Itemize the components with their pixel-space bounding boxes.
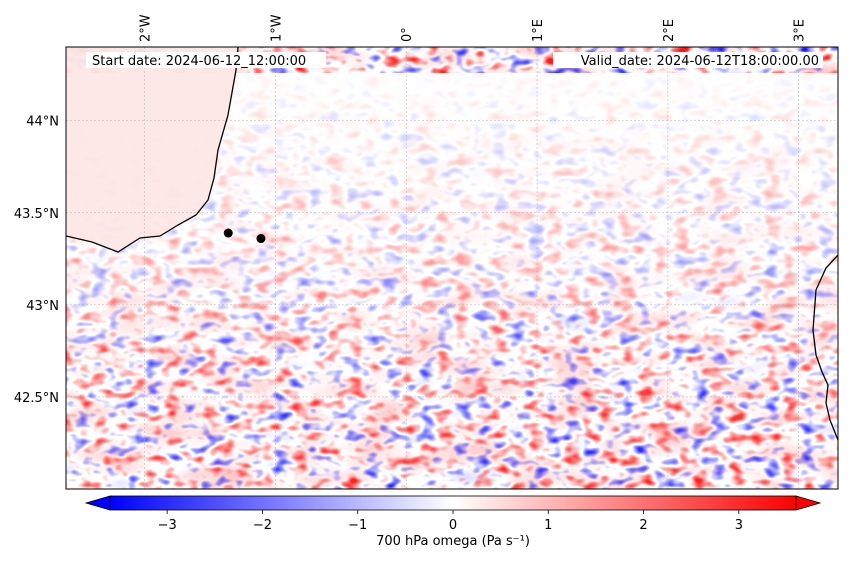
longitude-labels: 2°W 1°W 0° 1°E 2°E 3°E: [139, 14, 808, 42]
lat-tick-label: 44°N: [26, 115, 59, 130]
lon-tick-label: 1°E: [531, 19, 546, 42]
latitude-labels: 44°N 43.5°N 43°N 42.5°N: [14, 115, 59, 406]
lat-tick-label: 43°N: [26, 299, 59, 314]
colorbar-tick-label: −3: [158, 518, 177, 533]
lon-tick-label: 1°W: [269, 14, 284, 42]
colorbar-label: 700 hPa omega (Pa s⁻¹): [376, 534, 530, 549]
colorbar-tick-label: 0: [449, 518, 457, 533]
lat-tick-label: 43.5°N: [14, 207, 59, 222]
colorbar-extend-high: [795, 495, 822, 511]
start-date-label: Start date: 2024-06-12_12:00:00: [92, 54, 306, 69]
site-marker: [256, 234, 266, 244]
colorbar-ticks: −3 −2 −1 0 1 2 3: [158, 510, 743, 533]
start-date-box: [86, 52, 326, 68]
valid-date-label: Valid_date: 2024-06-12T18:00:00.00: [581, 54, 819, 69]
ocean-area: [66, 47, 238, 252]
colorbar: −3 −2 −1 0 1 2 3 700 hPa omega (Pa s⁻¹): [84, 495, 822, 549]
lon-tick-label: 2°W: [139, 14, 154, 42]
site-markers: [223, 228, 266, 244]
lat-tick-label: 42.5°N: [14, 391, 59, 406]
colorbar-tick-label: −2: [253, 518, 272, 533]
site-marker: [223, 228, 233, 238]
colorbar-tick-label: 2: [639, 518, 647, 533]
coastline-mediterranean: [812, 254, 838, 441]
colorbar-tick-label: 3: [735, 518, 743, 533]
lon-tick-label: 3°E: [793, 19, 808, 42]
colorbar-tick-label: 1: [544, 518, 552, 533]
lon-tick-label: 2°E: [662, 19, 677, 42]
colorbar-gradient: [109, 495, 797, 511]
colorbar-extend-low: [84, 495, 111, 511]
colorbar-tick-label: −1: [348, 518, 367, 533]
graticule: [66, 47, 838, 489]
omega-field: [66, 47, 838, 489]
map-frame: [65, 46, 839, 490]
valid-date-box: [553, 52, 823, 68]
lon-tick-label: 0°: [400, 27, 415, 42]
coastline-bay-of-biscay: [66, 47, 239, 253]
